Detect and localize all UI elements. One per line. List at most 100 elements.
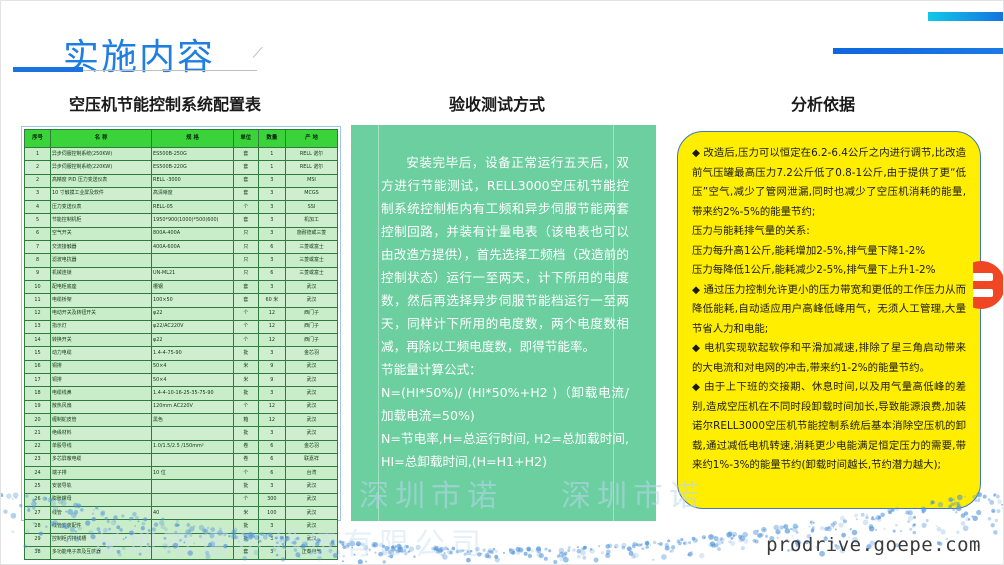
table-cell: 台湾: [285, 466, 338, 481]
table-cell: 27: [23, 506, 52, 521]
table-cell: 1: [23, 146, 52, 162]
table-cell: 米: [232, 359, 259, 375]
table-cell: 3: [257, 213, 287, 228]
table-row: 9 机械连锁 UN-ML21 只 6 三菱或富士: [23, 266, 338, 281]
table-cell: 个: [232, 200, 259, 215]
table-cell: 三菱或富士: [285, 266, 338, 281]
table-cell: 铜排: [50, 359, 153, 375]
table-cell: 22: [23, 439, 52, 454]
table-row: 38 多功能电子表及互感器套 3 正泰电气: [23, 545, 338, 561]
table-cell: [151, 519, 234, 534]
table-cell: 12: [257, 306, 287, 321]
wps-cut-top: [973, 273, 993, 281]
yellow-paragraph: 压力每升高1公斤,能耗增加2-5%,排气量下降1-2%: [692, 244, 926, 257]
spec-table: 序号名 称规 格单位 数量产 地 1 异步伺服控制系统(250KW) ES500B-2…: [23, 129, 338, 561]
top-cyan-bar: [928, 12, 1003, 21]
table-cell: 批: [232, 386, 259, 401]
table-cell: 12: [257, 333, 287, 348]
wps-cut-bottom: [973, 289, 993, 297]
table-cell: 卷: [232, 439, 259, 454]
analysis-basis-text: ◆ 改造后,压力可以恒定在6.2-6.4公斤之内进行调节,比改造前气压罐最高压力…: [692, 144, 966, 476]
table-cell: 23: [23, 452, 52, 468]
table-cell: 压力变送仪表: [50, 200, 153, 215]
table-cell: 9: [23, 266, 52, 281]
table-cell: 电动开关及转钮开关: [50, 306, 153, 321]
column-heading-analysis-basis: 分析依据: [791, 95, 856, 114]
table-cell: 指示灯: [50, 319, 153, 335]
table-cell: 米: [232, 506, 259, 521]
site-url: prodrive.goepe.com: [766, 534, 981, 556]
table-cell: 3: [257, 519, 287, 534]
table-cell: 9: [257, 373, 287, 388]
table-cell: 100×50: [151, 293, 234, 308]
title-rule: [13, 70, 257, 71]
table-row: 8 滤波电抗器 只 3 三菱或富士: [23, 253, 338, 268]
table-cell: 11: [23, 293, 52, 308]
table-row: 4 压力变送仪表 RELL-05 个 3 SSI: [23, 200, 338, 215]
table-cell: 个: [232, 333, 259, 348]
table-cell: 武汉: [285, 373, 338, 388]
spec-table-container: 序号名 称规 格单位 数量产 地 1 异步伺服控制系统(250KW) ES500B-2…: [21, 126, 341, 561]
table-cell: 1: [257, 146, 287, 162]
table-cell: 15: [23, 346, 52, 361]
table-cell: 套: [232, 173, 259, 188]
table-cell: 2: [23, 173, 52, 188]
table-cell: 29: [23, 532, 52, 547]
table-cell: 24: [23, 466, 52, 481]
table-cell: 套: [232, 160, 259, 175]
table-cell: 6: [257, 240, 287, 255]
table-cell: 武汉: [285, 293, 338, 308]
table-cell: φ22: [151, 333, 234, 348]
table-row: 11 电缆桥架 100×50 套 60 米武汉: [23, 293, 338, 308]
table-row: 21 绝缘材料 批 3 武汉: [23, 426, 338, 441]
panel-guide-line-left: [378, 125, 379, 521]
table-cell: 端子排: [50, 466, 153, 481]
table-cell: ES500B-220G: [151, 160, 234, 175]
table-cell: 转换开关: [50, 333, 153, 348]
wps-disc: [973, 261, 1003, 309]
table-cell: SSI: [285, 200, 338, 215]
table-cell: 套: [232, 146, 259, 162]
table-cell: 武汉: [285, 479, 338, 494]
table-row: 15 动力电缆 1.4-4-75-90 批 3 金芯羽: [23, 346, 338, 361]
table-cell: 只: [232, 253, 259, 268]
yellow-paragraph: ◆ 电机实现软起软停和平滑加减速,排除了星三角启动带来的大电流和对电网的冲击,带…: [692, 342, 966, 374]
table-cell: 3: [23, 186, 52, 202]
table-cell: UN-ML21: [151, 266, 234, 281]
table-cell: RELL-05: [151, 200, 234, 215]
yellow-paragraph: ◆ 改造后,压力可以恒定在6.2-6.4公斤之内进行调节,比改造前气压罐最高压力…: [692, 147, 966, 218]
table-cell: 26: [23, 492, 52, 508]
table-cell: 3: [257, 545, 287, 561]
table-row: 16 铜排 50×4 米 9 武汉: [23, 359, 338, 375]
table-col-header-4: 数量: [257, 129, 287, 148]
table-cell: 西门子: [285, 319, 338, 335]
table-row: 20 缠制蛇皮管 黑色箱 12 武汉: [23, 412, 338, 428]
table-cell: 5: [23, 213, 52, 228]
table-cell: 2: [23, 160, 52, 175]
table-cell: 只: [232, 226, 259, 242]
dot-decoration: [1, 491, 1003, 564]
table-row: 10 配电柜底座 槽钢套 3 武汉: [23, 279, 338, 295]
table-col-header-0: 序号: [23, 129, 52, 148]
table-row: 27 线管 40 米 100 武汉: [23, 506, 338, 521]
table-cell: 三菱或富士: [285, 253, 338, 268]
table-cell: 1.0/1.5/2.5 /150mm²: [151, 439, 234, 454]
table-cell: 单股导线: [50, 439, 153, 454]
table-cell: 多功能电子表及互感器: [50, 545, 153, 561]
table-col-header-5: 产 地: [285, 129, 338, 148]
table-cell: 机械连锁: [50, 266, 153, 281]
table-cell: 绝缘材料: [50, 426, 153, 441]
table-cell: 安装导轨: [50, 479, 153, 494]
table-cell: RELL -3000: [151, 173, 234, 188]
table-header-row: 序号名 称规 格单位 数量产 地: [23, 129, 338, 148]
table-cell: 电缆桥架: [50, 293, 153, 308]
table-row: 5 节能控制机柜 1950*900(1000)*500(600) 套 3 机加工: [23, 213, 338, 228]
table-cell: 批: [232, 426, 259, 441]
table-cell: [151, 479, 234, 494]
table-cell: 10 寸触摸工业屏及软件: [50, 186, 153, 202]
table-cell: [151, 426, 234, 441]
table-cell: 50×4: [151, 373, 234, 388]
yellow-paragraph: ◆ 通过压力控制允许更小的压力带宽和更低的工作压力从而降低能耗,自动适应用户高峰…: [692, 283, 966, 335]
table-cell: RELL 诺尔: [285, 160, 338, 175]
